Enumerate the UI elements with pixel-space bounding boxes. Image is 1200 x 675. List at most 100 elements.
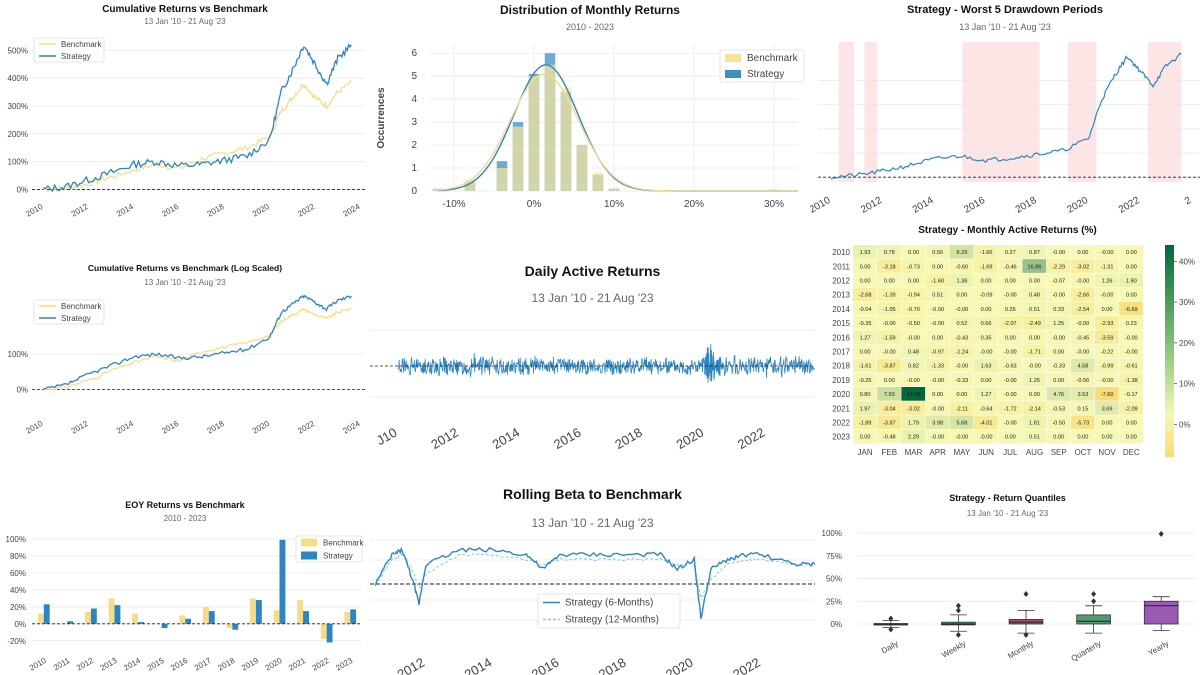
heatmap-cell-value: -1.61 — [859, 364, 872, 370]
heatmap-cell — [1046, 401, 1071, 415]
x-tick-label: 2012 — [70, 419, 90, 436]
heatmap-col-label: OCT — [1074, 448, 1091, 457]
benchmark-hist-bar — [592, 172, 604, 191]
heatmap-cell — [1046, 358, 1071, 373]
heatmap-cell — [1095, 344, 1119, 359]
heatmap-cell-value: -1.38 — [1125, 378, 1138, 384]
heatmap-cell — [853, 429, 877, 444]
beta-12m-line — [374, 553, 815, 600]
heatmap-cell-value: 0.51 — [932, 293, 943, 299]
heatmap-cell — [1046, 287, 1071, 302]
heatmap-cell — [1070, 287, 1095, 302]
x-tick-label: 2019 — [240, 656, 260, 673]
heatmap-cell-value: -0.33 — [956, 378, 969, 384]
heatmap-cell-value: -5.73 — [1077, 421, 1090, 427]
heatmap-cell — [925, 287, 950, 302]
y-tick-label: 100% — [8, 158, 28, 167]
drawdown-shade — [988, 42, 1040, 182]
heatmap-cell-value: 0.82 — [908, 364, 919, 370]
heatmap-cell — [1095, 301, 1119, 316]
heatmap-cell — [974, 273, 998, 288]
heatmap-cell — [877, 301, 901, 316]
heatmap-cell — [1070, 301, 1095, 316]
heatmap-cell-value: -0.09 — [980, 293, 993, 299]
heatmap-cell-value: 0.00 — [884, 279, 895, 285]
strategy-bar — [90, 608, 97, 624]
box-outlier — [888, 626, 894, 633]
x-tick-label: 2010 — [24, 419, 44, 436]
heatmap-cell-value: 0.48 — [1029, 293, 1040, 299]
y-tick-label: 0% — [830, 620, 842, 629]
heatmap-cell — [901, 387, 926, 401]
eoy-returns-panel: EOY Returns vs Benchmark 2010 - 2023 100… — [0, 490, 370, 675]
heatmap-cell-value: -1.60 — [931, 279, 944, 285]
strategy-bar — [161, 623, 168, 629]
x-tick-label: 2018 — [1014, 195, 1039, 216]
box-outlier — [955, 607, 961, 614]
heatmap-cell — [877, 344, 901, 359]
heatmap-cell — [1022, 358, 1047, 373]
heatmap-cell — [949, 429, 974, 444]
heatmap-cell — [949, 401, 974, 415]
heatmap-cell — [853, 358, 877, 373]
heatmap-cell — [925, 372, 950, 387]
y-tick-label: 80% — [10, 552, 26, 561]
heatmap-cell — [974, 259, 998, 273]
heatmap-row-label: 2010 — [832, 248, 850, 257]
box-outlier — [1023, 631, 1029, 638]
heatmap-cell-value: 0.52 — [956, 321, 967, 327]
heatmap-cell-value: -3.04 — [883, 406, 896, 412]
heatmap-cell — [998, 372, 1022, 387]
heatmap-col-label: AUG — [1026, 448, 1043, 457]
x-tick-label: -10% — [442, 199, 465, 210]
heatmap-cell-value: 16.86 — [1028, 264, 1042, 270]
heatmap-cell — [1119, 429, 1143, 444]
heatmap-cell-value: 1.27 — [860, 335, 871, 341]
benchmark-bar — [202, 606, 209, 624]
heatmap-cell-value: 0.00 — [932, 335, 943, 341]
x-tick-label: Quarterly — [1070, 639, 1103, 663]
y-tick-label: 100% — [8, 350, 28, 359]
rolling-beta-panel: Rolling Beta to Benchmark 13 Jan '10 - 2… — [370, 480, 815, 675]
heatmap-cell — [1022, 372, 1047, 387]
heatmap-cell — [901, 358, 926, 373]
heatmap-cell — [1095, 287, 1119, 302]
heatmap-cell-value: 0.00 — [932, 392, 943, 398]
heatmap-cell-value: 1.97 — [860, 406, 871, 412]
y-tick-label: 200% — [8, 130, 28, 139]
heatmap-cell-value: -0.00 — [907, 335, 920, 341]
heatmap-cell-value: 0.00 — [908, 250, 919, 256]
heatmap-cell-value: -3.87 — [883, 421, 896, 427]
heatmap-cell-value: 0.15 — [1077, 406, 1088, 412]
heatmap-cell-value: 1.90 — [1126, 279, 1137, 285]
heatmap-cell-value: -0.00 — [956, 435, 969, 441]
heatmap-cell — [1095, 245, 1119, 259]
x-tick-label: 2014 — [115, 419, 135, 436]
box-outlier — [1023, 590, 1029, 597]
heatmap-cell — [901, 259, 926, 273]
heatmap-cell-value: -1.71 — [1028, 350, 1041, 356]
heatmap-cell — [1022, 316, 1047, 330]
heatmap-cell-value: -0.00 — [931, 307, 944, 313]
heatmap-cell — [877, 259, 901, 273]
heatmap-cell-value: 0.00 — [1126, 421, 1137, 427]
heatmap-cell — [853, 330, 877, 344]
heatmap-cell-value: -0.00 — [1101, 250, 1114, 256]
heatmap-cell — [1070, 372, 1095, 387]
benchmark-hist-bar — [464, 179, 476, 191]
strategy-line — [43, 294, 352, 390]
heatmap-cell-value: -4.01 — [980, 421, 993, 427]
heatmap-cell — [1119, 287, 1143, 302]
y-tick-label: 3 — [411, 117, 417, 128]
heatmap-cell — [949, 245, 974, 259]
legend-swatch — [301, 538, 317, 547]
y-tick-label: 0% — [16, 386, 28, 395]
legend-label: Benchmark — [747, 53, 799, 64]
x-tick-label: 2014 — [490, 425, 523, 452]
heatmap-cell — [925, 301, 950, 316]
heatmap-cell-value: -0.56 — [1077, 378, 1090, 384]
heatmap-col-label: MAR — [905, 448, 923, 457]
heatmap-cell — [1022, 301, 1047, 316]
heatmap-row-label: 2014 — [832, 305, 850, 314]
heatmap-cell-value: 4.58 — [1077, 364, 1088, 370]
